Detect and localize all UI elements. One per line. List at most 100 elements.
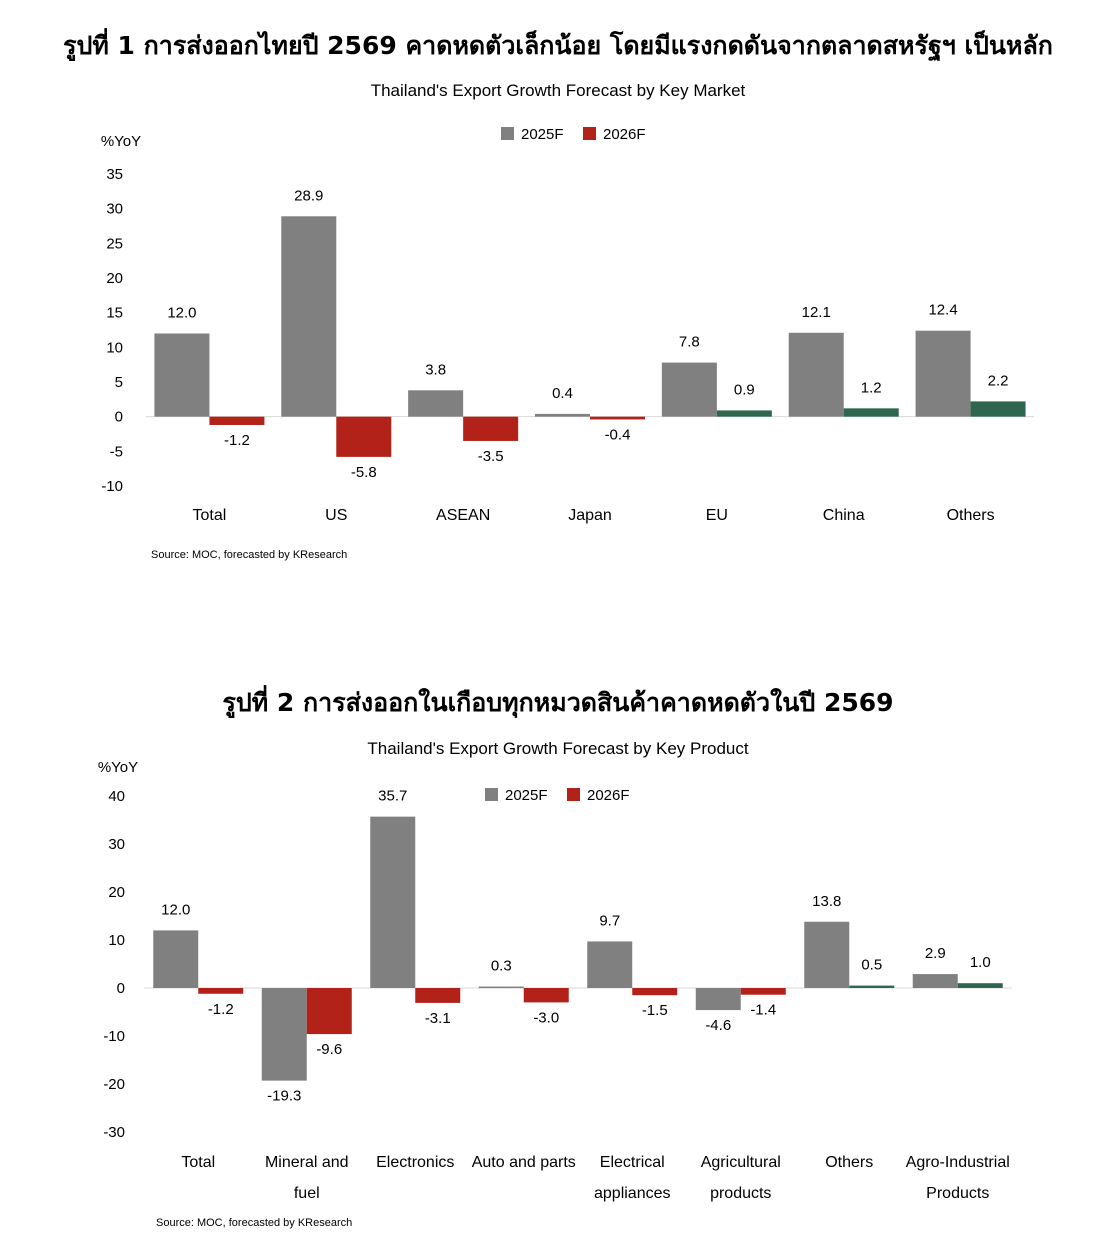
bar-2026f (463, 416, 519, 441)
data-label-2025f: 12.1 (802, 304, 831, 321)
data-label-2026f: -3.1 (425, 1010, 451, 1027)
bar-2026f (523, 988, 569, 1003)
category-label: Auto and parts (472, 1154, 576, 1171)
bar-2026f (198, 988, 244, 994)
legend-label-2026f: 2026F (587, 787, 630, 804)
data-label-2025f: 9.7 (599, 912, 620, 929)
bar-2025f (535, 413, 590, 417)
bar-2025f (587, 941, 633, 988)
legend-swatch-2025f (485, 788, 498, 801)
data-label-2026f: 0.5 (861, 957, 882, 974)
bar-2026f (843, 408, 899, 417)
bar-2026f (632, 988, 678, 996)
chart-title: Thailand's Export Growth Forecast by Key… (371, 81, 746, 100)
category-label: Electrical (600, 1154, 665, 1171)
y-tick-label: 15 (106, 305, 123, 322)
data-label-2025f: 28.9 (294, 187, 323, 204)
data-label-2026f: -0.4 (605, 426, 631, 443)
data-label-2026f: 1.2 (861, 379, 882, 396)
export-by-market-chart: Thailand's Export Growth Forecast by Key… (101, 81, 1034, 561)
category-label: Others (825, 1154, 873, 1171)
bar-2026f (209, 416, 265, 425)
figure1-heading: รูปที่ 1 การส่งออกไทยปี 2569 คาดหดตัวเล็… (63, 31, 1053, 60)
y-tick-label: 25 (106, 235, 123, 252)
data-label-2026f: -9.6 (316, 1041, 342, 1058)
bar-2025f (153, 930, 199, 988)
figure2-heading: รูปที่ 2 การส่งออกในเกือบทุกหมวดสินค้าคา… (222, 688, 894, 717)
category-label: ASEAN (436, 507, 490, 524)
bar-2025f (408, 390, 464, 417)
bar-2025f (261, 988, 307, 1081)
bar-2026f (336, 416, 392, 457)
bar-2026f (970, 401, 1026, 417)
y-tick-label: 0 (117, 980, 125, 997)
bar-2025f (154, 333, 210, 417)
y-tick-label: 20 (106, 270, 123, 287)
bar-2025f (281, 216, 337, 417)
category-label: EU (706, 507, 728, 524)
bar-2026f (740, 988, 786, 995)
category-label: appliances (594, 1185, 671, 1202)
legend-swatch-2026f (567, 788, 580, 801)
category-label: Total (181, 1154, 215, 1171)
data-label-2025f: 0.3 (491, 958, 512, 975)
source-note: Source: MOC, forecasted by KResearch (151, 549, 347, 561)
y-tick-label: -10 (103, 1028, 125, 1045)
data-label-2026f: -5.8 (351, 464, 377, 481)
category-label: Agro-Industrial (906, 1154, 1010, 1171)
bar-2025f (912, 974, 958, 988)
legend-label-2026f: 2026F (603, 126, 646, 143)
bar-2025f (788, 332, 844, 417)
category-label: Products (926, 1185, 989, 1202)
category-label: Japan (568, 507, 612, 524)
y-axis-label: %YoY (101, 133, 141, 150)
data-label-2025f: 2.9 (925, 945, 946, 962)
category-label: fuel (294, 1185, 320, 1202)
data-label-2026f: -1.2 (208, 1001, 234, 1018)
data-label-2026f: -1.2 (224, 432, 250, 449)
bar-2026f (306, 988, 352, 1035)
data-label-2025f: 0.4 (552, 385, 573, 402)
bar-2026f (957, 983, 1003, 988)
data-label-2025f: 7.8 (679, 334, 700, 351)
bar-2026f (590, 416, 645, 420)
legend-label-2025f: 2025F (521, 126, 564, 143)
data-label-2025f: -4.6 (705, 1017, 731, 1034)
bar-2025f (695, 988, 741, 1011)
chart-title: Thailand's Export Growth Forecast by Key… (367, 739, 748, 758)
y-tick-label: 40 (108, 788, 125, 805)
data-label-2025f: 12.0 (161, 901, 190, 918)
data-label-2025f: 12.4 (928, 302, 957, 319)
data-label-2025f: 35.7 (378, 788, 407, 805)
y-tick-label: -5 (110, 443, 123, 460)
data-label-2026f: -3.0 (533, 1009, 559, 1026)
category-label: China (823, 507, 865, 524)
legend-swatch-2026f (583, 127, 596, 140)
y-axis-label: %YoY (98, 759, 138, 776)
y-tick-label: 10 (108, 932, 125, 949)
category-label: US (325, 507, 347, 524)
y-tick-label: -30 (103, 1124, 125, 1141)
data-label-2026f: 2.2 (988, 372, 1009, 389)
category-label: Mineral and (265, 1154, 349, 1171)
data-label-2025f: 13.8 (812, 893, 841, 910)
bar-2026f (716, 410, 772, 417)
data-label-2025f: -19.3 (267, 1088, 301, 1105)
bar-2026f (849, 985, 895, 988)
bar-2025f (661, 362, 717, 417)
y-tick-label: 30 (106, 201, 123, 218)
category-label: Others (947, 507, 995, 524)
legend-swatch-2025f (501, 127, 514, 140)
bar-2025f (478, 986, 524, 989)
bar-2025f (370, 816, 416, 988)
category-label: Total (193, 507, 227, 524)
data-label-2025f: 12.0 (167, 304, 196, 321)
y-tick-label: 35 (106, 166, 123, 183)
y-tick-label: 20 (108, 884, 125, 901)
export-by-product-chart: Thailand's Export Growth Forecast by Key… (98, 739, 1012, 1229)
source-note: Source: MOC, forecasted by KResearch (156, 1217, 352, 1229)
data-label-2026f: 0.9 (734, 381, 755, 398)
y-tick-label: 0 (115, 409, 123, 426)
y-tick-label: 30 (108, 836, 125, 853)
y-tick-label: -10 (101, 478, 123, 495)
